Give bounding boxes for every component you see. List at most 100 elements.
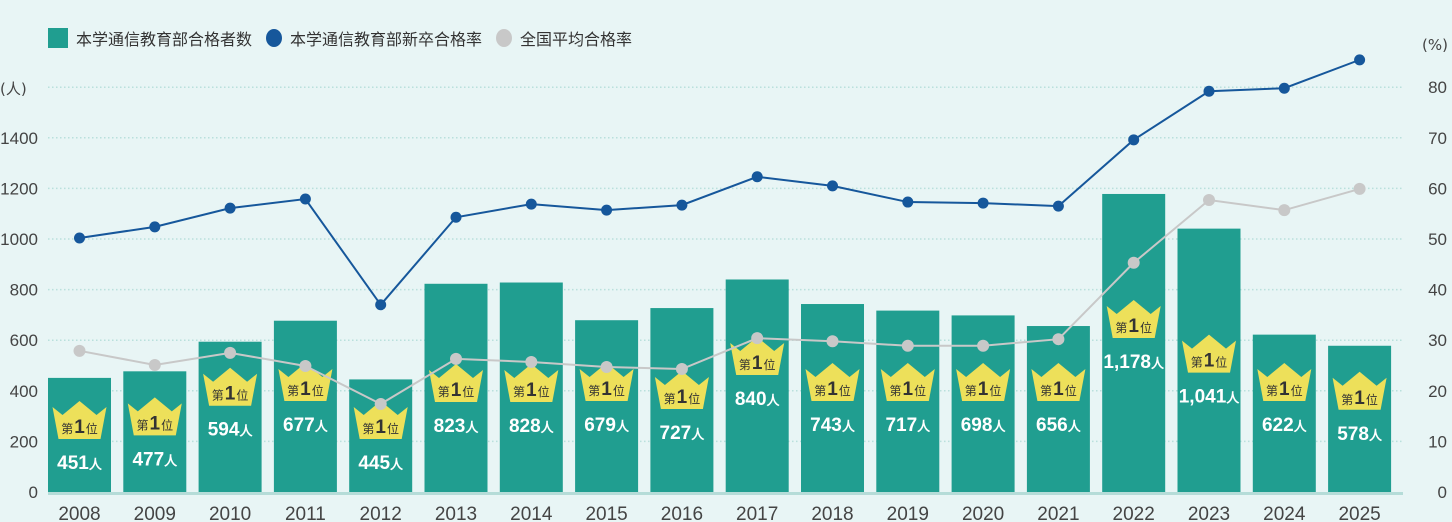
x-tick-label: 2014 <box>510 504 553 522</box>
bar-value-label: 679人 <box>584 415 630 436</box>
bar-2009: 第1位 477人 <box>123 371 187 492</box>
data-point <box>450 211 462 223</box>
rank-badge-text: 第1位 <box>588 379 625 400</box>
bar-2019: 第1位 717人 <box>876 310 940 492</box>
rank-crown-icon: 第1位 <box>1182 334 1236 373</box>
bar-2008: 第1位 451人 <box>48 377 111 492</box>
bar-2013: 第1位 823人 <box>424 283 488 492</box>
right-unit-label: (%) <box>1422 36 1448 54</box>
bar-value-label: 828人 <box>509 416 555 437</box>
data-point <box>525 198 537 210</box>
x-tick-label: 2012 <box>360 504 402 522</box>
bar-2014: 第1位 828人 <box>499 282 563 492</box>
rank-badge-text: 第1位 <box>1191 351 1228 372</box>
bar-value-label: 1,041人 <box>1179 387 1241 408</box>
x-tick-label: 2024 <box>1263 504 1306 522</box>
x-tick-label: 2020 <box>962 504 1004 522</box>
x-tick-label: 2013 <box>435 504 477 522</box>
x-tick-label: 2018 <box>811 504 853 522</box>
bar-value-label: 622人 <box>1262 415 1308 436</box>
data-point <box>525 355 538 368</box>
data-point <box>977 339 990 352</box>
rank-badge-text: 第1位 <box>287 379 324 400</box>
data-point <box>374 397 387 410</box>
left-tick-label: 0 <box>29 483 38 502</box>
rank-badge-text: 第1位 <box>814 379 851 400</box>
rank-crown-icon: 第1位 <box>353 401 408 439</box>
data-point <box>977 197 989 209</box>
school-rate-line <box>74 54 1366 311</box>
rank-crown-icon: 第1位 <box>1031 363 1086 401</box>
rank-badge-text: 第1位 <box>513 380 550 401</box>
data-point <box>826 335 839 348</box>
bar-value-label: 677人 <box>283 415 329 436</box>
data-point <box>601 204 613 216</box>
data-point <box>148 358 161 371</box>
x-axis-labels: 2008 2009 2010 2011 2012 2013 2014 2015 2016 2017… <box>58 504 1380 522</box>
left-tick-label: 800 <box>10 281 38 300</box>
bar-value-label: 717人 <box>885 415 931 436</box>
bar-value-label: 594人 <box>208 420 254 441</box>
rank-badge-text: 第1位 <box>61 417 98 438</box>
data-point <box>450 352 462 365</box>
data-point <box>751 171 763 183</box>
bar-value-label: 823人 <box>434 416 480 437</box>
bar-value-label: 743人 <box>810 415 856 436</box>
gray-dot-icon <box>496 29 513 47</box>
x-tick-label: 2017 <box>736 504 778 522</box>
bar-2012: 第1位 445人 <box>349 379 413 492</box>
rank-crown-icon: 第1位 <box>579 363 634 401</box>
bar-value-label: 698人 <box>961 415 1007 436</box>
x-tick-label: 2010 <box>209 504 251 522</box>
x-tick-label: 2025 <box>1338 504 1380 522</box>
data-point <box>224 202 236 214</box>
left-tick-label: 1000 <box>0 230 38 249</box>
data-point <box>1278 82 1290 94</box>
rank-badge-text: 第1位 <box>438 380 475 401</box>
bar-swatch-icon <box>48 28 68 48</box>
data-point <box>1128 134 1140 146</box>
bar-2021: 第1位 656人 <box>1026 326 1090 492</box>
data-point <box>1203 85 1215 97</box>
rank-crown-icon: 第1位 <box>956 363 1011 401</box>
data-point <box>149 221 161 233</box>
rank-badge-text: 第1位 <box>1040 379 1077 400</box>
x-tick-label: 2009 <box>134 504 176 522</box>
left-tick-label: 1400 <box>0 129 38 148</box>
data-point <box>1203 194 1215 207</box>
x-tick-label: 2022 <box>1113 504 1155 522</box>
data-point <box>375 299 387 311</box>
legend-label: 本学通信教育部合格者数 <box>76 30 253 49</box>
bar-2023: 第1位 1,041人 <box>1177 228 1241 492</box>
rank-badge-text: 第1位 <box>1341 388 1378 409</box>
data-point <box>73 344 86 357</box>
legend-label: 全国平均合格率 <box>520 30 633 49</box>
bar-2010: 第1位 594人 <box>198 341 262 492</box>
right-tick-label: 30 <box>1428 331 1447 350</box>
rank-crown-icon: 第1位 <box>504 364 559 402</box>
data-point <box>299 360 312 373</box>
right-tick-label: 40 <box>1428 281 1447 300</box>
left-tick-label: 1200 <box>0 179 38 198</box>
rank-crown-icon: 第1位 <box>1257 363 1312 401</box>
bar-value-label: 578人 <box>1337 424 1383 445</box>
left-axis: 0 200 400 600 800 1000 1200 1400 (人) <box>0 80 38 502</box>
left-tick-label: 200 <box>10 432 38 451</box>
bar-2025: 第1位 578人 <box>1328 345 1392 492</box>
data-point <box>74 232 85 244</box>
data-point <box>1354 54 1366 66</box>
left-unit-label: (人) <box>0 80 27 98</box>
bar-value-label: 451人 <box>57 453 103 474</box>
rank-crown-icon: 第1位 <box>278 363 333 401</box>
rank-crown-icon: 第1位 <box>203 367 258 406</box>
right-tick-label: 80 <box>1428 78 1447 97</box>
legend-item-school-rate: 本学通信教育部新卒合格率 <box>266 26 482 50</box>
data-point <box>751 332 764 345</box>
x-tick-label: 2008 <box>58 504 100 522</box>
bar-2017: 第1位 840人 <box>725 279 789 492</box>
x-tick-label: 2015 <box>585 504 627 522</box>
data-point <box>676 199 688 211</box>
rank-crown-icon: 第1位 <box>127 397 182 436</box>
rank-badge-text: 第1位 <box>739 353 776 374</box>
